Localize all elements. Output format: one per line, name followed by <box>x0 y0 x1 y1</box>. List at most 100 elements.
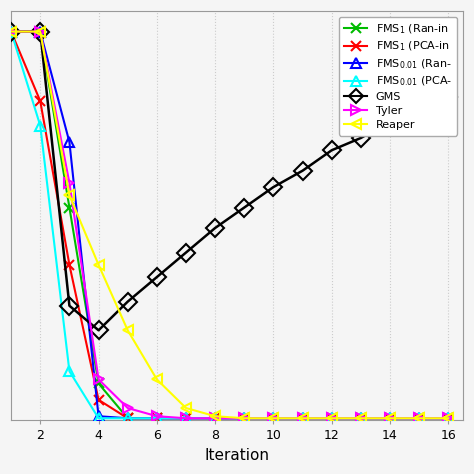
Line: Reaper: Reaper <box>6 27 453 423</box>
FMS$_1$ (Ran-in <box>329 415 335 421</box>
FMS$_1$ (PCA-in <box>66 262 72 268</box>
FMS$_{0.01}$ (Ran- <box>387 415 393 421</box>
Line: Tyler: Tyler <box>6 27 453 423</box>
FMS$_1$ (Ran-in <box>241 415 247 421</box>
FMS$_{0.01}$ (PCA- <box>96 415 101 421</box>
Tyler <box>358 415 364 421</box>
Reaper <box>446 415 451 421</box>
FMS$_{0.01}$ (PCA- <box>329 415 335 421</box>
Tyler <box>8 29 14 35</box>
FMS$_{0.01}$ (Ran- <box>66 139 72 145</box>
FMS$_1$ (Ran-in <box>416 415 422 421</box>
Tyler <box>66 180 72 186</box>
Tyler <box>125 405 130 411</box>
FMS$_1$ (PCA-in <box>329 415 335 421</box>
Reaper <box>8 29 14 35</box>
GMS <box>300 168 305 173</box>
FMS$_1$ (PCA-in <box>358 415 364 421</box>
Tyler <box>154 413 160 419</box>
Reaper <box>358 415 364 421</box>
FMS$_1$ (PCA-in <box>154 415 160 421</box>
Tyler <box>446 415 451 421</box>
FMS$_1$ (Ran-in <box>271 415 276 421</box>
FMS$_{0.01}$ (PCA- <box>183 415 189 421</box>
Tyler <box>183 415 189 421</box>
FMS$_1$ (PCA-in <box>96 397 101 403</box>
FMS$_{0.01}$ (PCA- <box>241 415 247 421</box>
FMS$_1$ (Ran-in <box>125 415 130 421</box>
FMS$_{0.01}$ (PCA- <box>8 29 14 35</box>
GMS <box>125 299 130 304</box>
FMS$_{0.01}$ (PCA- <box>271 415 276 421</box>
FMS$_1$ (Ran-in <box>8 29 14 35</box>
GMS <box>154 274 160 280</box>
FMS$_1$ (PCA-in <box>8 29 14 35</box>
Reaper <box>300 415 305 421</box>
FMS$_{0.01}$ (Ran- <box>300 415 305 421</box>
Line: FMS$_{0.01}$ (Ran-: FMS$_{0.01}$ (Ran- <box>6 27 453 423</box>
Legend: FMS$_1$ (Ran-in, FMS$_1$ (PCA-in, FMS$_{0.01}$ (Ran-, FMS$_{0.01}$ (PCA-, GMS, T: FMS$_1$ (Ran-in, FMS$_1$ (PCA-in, FMS$_{… <box>339 17 457 136</box>
FMS$_{0.01}$ (Ran- <box>329 415 335 421</box>
Tyler <box>96 376 101 382</box>
Line: GMS: GMS <box>5 25 455 337</box>
GMS <box>387 119 393 125</box>
FMS$_{0.01}$ (Ran- <box>416 415 422 421</box>
FMS$_{0.01}$ (Ran- <box>241 415 247 421</box>
FMS$_1$ (Ran-in <box>358 415 364 421</box>
GMS <box>241 205 247 210</box>
FMS$_1$ (Ran-in <box>212 415 218 421</box>
FMS$_1$ (PCA-in <box>183 415 189 421</box>
Tyler <box>416 415 422 421</box>
FMS$_{0.01}$ (PCA- <box>154 415 160 421</box>
GMS <box>96 328 101 333</box>
FMS$_1$ (PCA-in <box>37 98 43 104</box>
FMS$_{0.01}$ (PCA- <box>358 415 364 421</box>
FMS$_1$ (Ran-in <box>387 415 393 421</box>
FMS$_{0.01}$ (Ran- <box>154 415 160 421</box>
Reaper <box>416 415 422 421</box>
Reaper <box>183 405 189 411</box>
FMS$_{0.01}$ (Ran- <box>125 415 130 421</box>
GMS <box>183 250 189 255</box>
Tyler <box>37 29 43 35</box>
FMS$_{0.01}$ (PCA- <box>387 415 393 421</box>
GMS <box>329 147 335 153</box>
FMS$_1$ (PCA-in <box>446 415 451 421</box>
FMS$_{0.01}$ (Ran- <box>271 415 276 421</box>
FMS$_{0.01}$ (Ran- <box>212 415 218 421</box>
Tyler <box>271 415 276 421</box>
GMS <box>66 303 72 309</box>
FMS$_{0.01}$ (Ran- <box>37 29 43 35</box>
FMS$_{0.01}$ (PCA- <box>300 415 305 421</box>
Reaper <box>96 262 101 268</box>
FMS$_{0.01}$ (PCA- <box>212 415 218 421</box>
Line: FMS$_1$ (Ran-in: FMS$_1$ (Ran-in <box>6 27 453 423</box>
GMS <box>271 184 276 190</box>
FMS$_{0.01}$ (Ran- <box>358 415 364 421</box>
Reaper <box>241 415 247 421</box>
GMS <box>212 225 218 231</box>
Tyler <box>241 415 247 421</box>
FMS$_{0.01}$ (Ran- <box>8 29 14 35</box>
Reaper <box>154 376 160 382</box>
FMS$_{0.01}$ (Ran- <box>183 415 189 421</box>
Reaper <box>212 413 218 419</box>
Tyler <box>212 415 218 421</box>
FMS$_{0.01}$ (PCA- <box>37 123 43 128</box>
FMS$_1$ (Ran-in <box>446 415 451 421</box>
FMS$_{0.01}$ (Ran- <box>96 413 101 419</box>
FMS$_1$ (Ran-in <box>37 29 43 35</box>
GMS <box>416 107 422 112</box>
FMS$_1$ (PCA-in <box>271 415 276 421</box>
Line: FMS$_{0.01}$ (PCA-: FMS$_{0.01}$ (PCA- <box>6 27 453 423</box>
FMS$_{0.01}$ (PCA- <box>125 415 130 421</box>
Tyler <box>329 415 335 421</box>
FMS$_{0.01}$ (PCA- <box>446 415 451 421</box>
FMS$_1$ (Ran-in <box>96 381 101 386</box>
Reaper <box>387 415 393 421</box>
Line: FMS$_1$ (PCA-in: FMS$_1$ (PCA-in <box>6 27 453 423</box>
Reaper <box>271 415 276 421</box>
Reaper <box>37 29 43 35</box>
FMS$_1$ (PCA-in <box>300 415 305 421</box>
GMS <box>446 94 451 100</box>
